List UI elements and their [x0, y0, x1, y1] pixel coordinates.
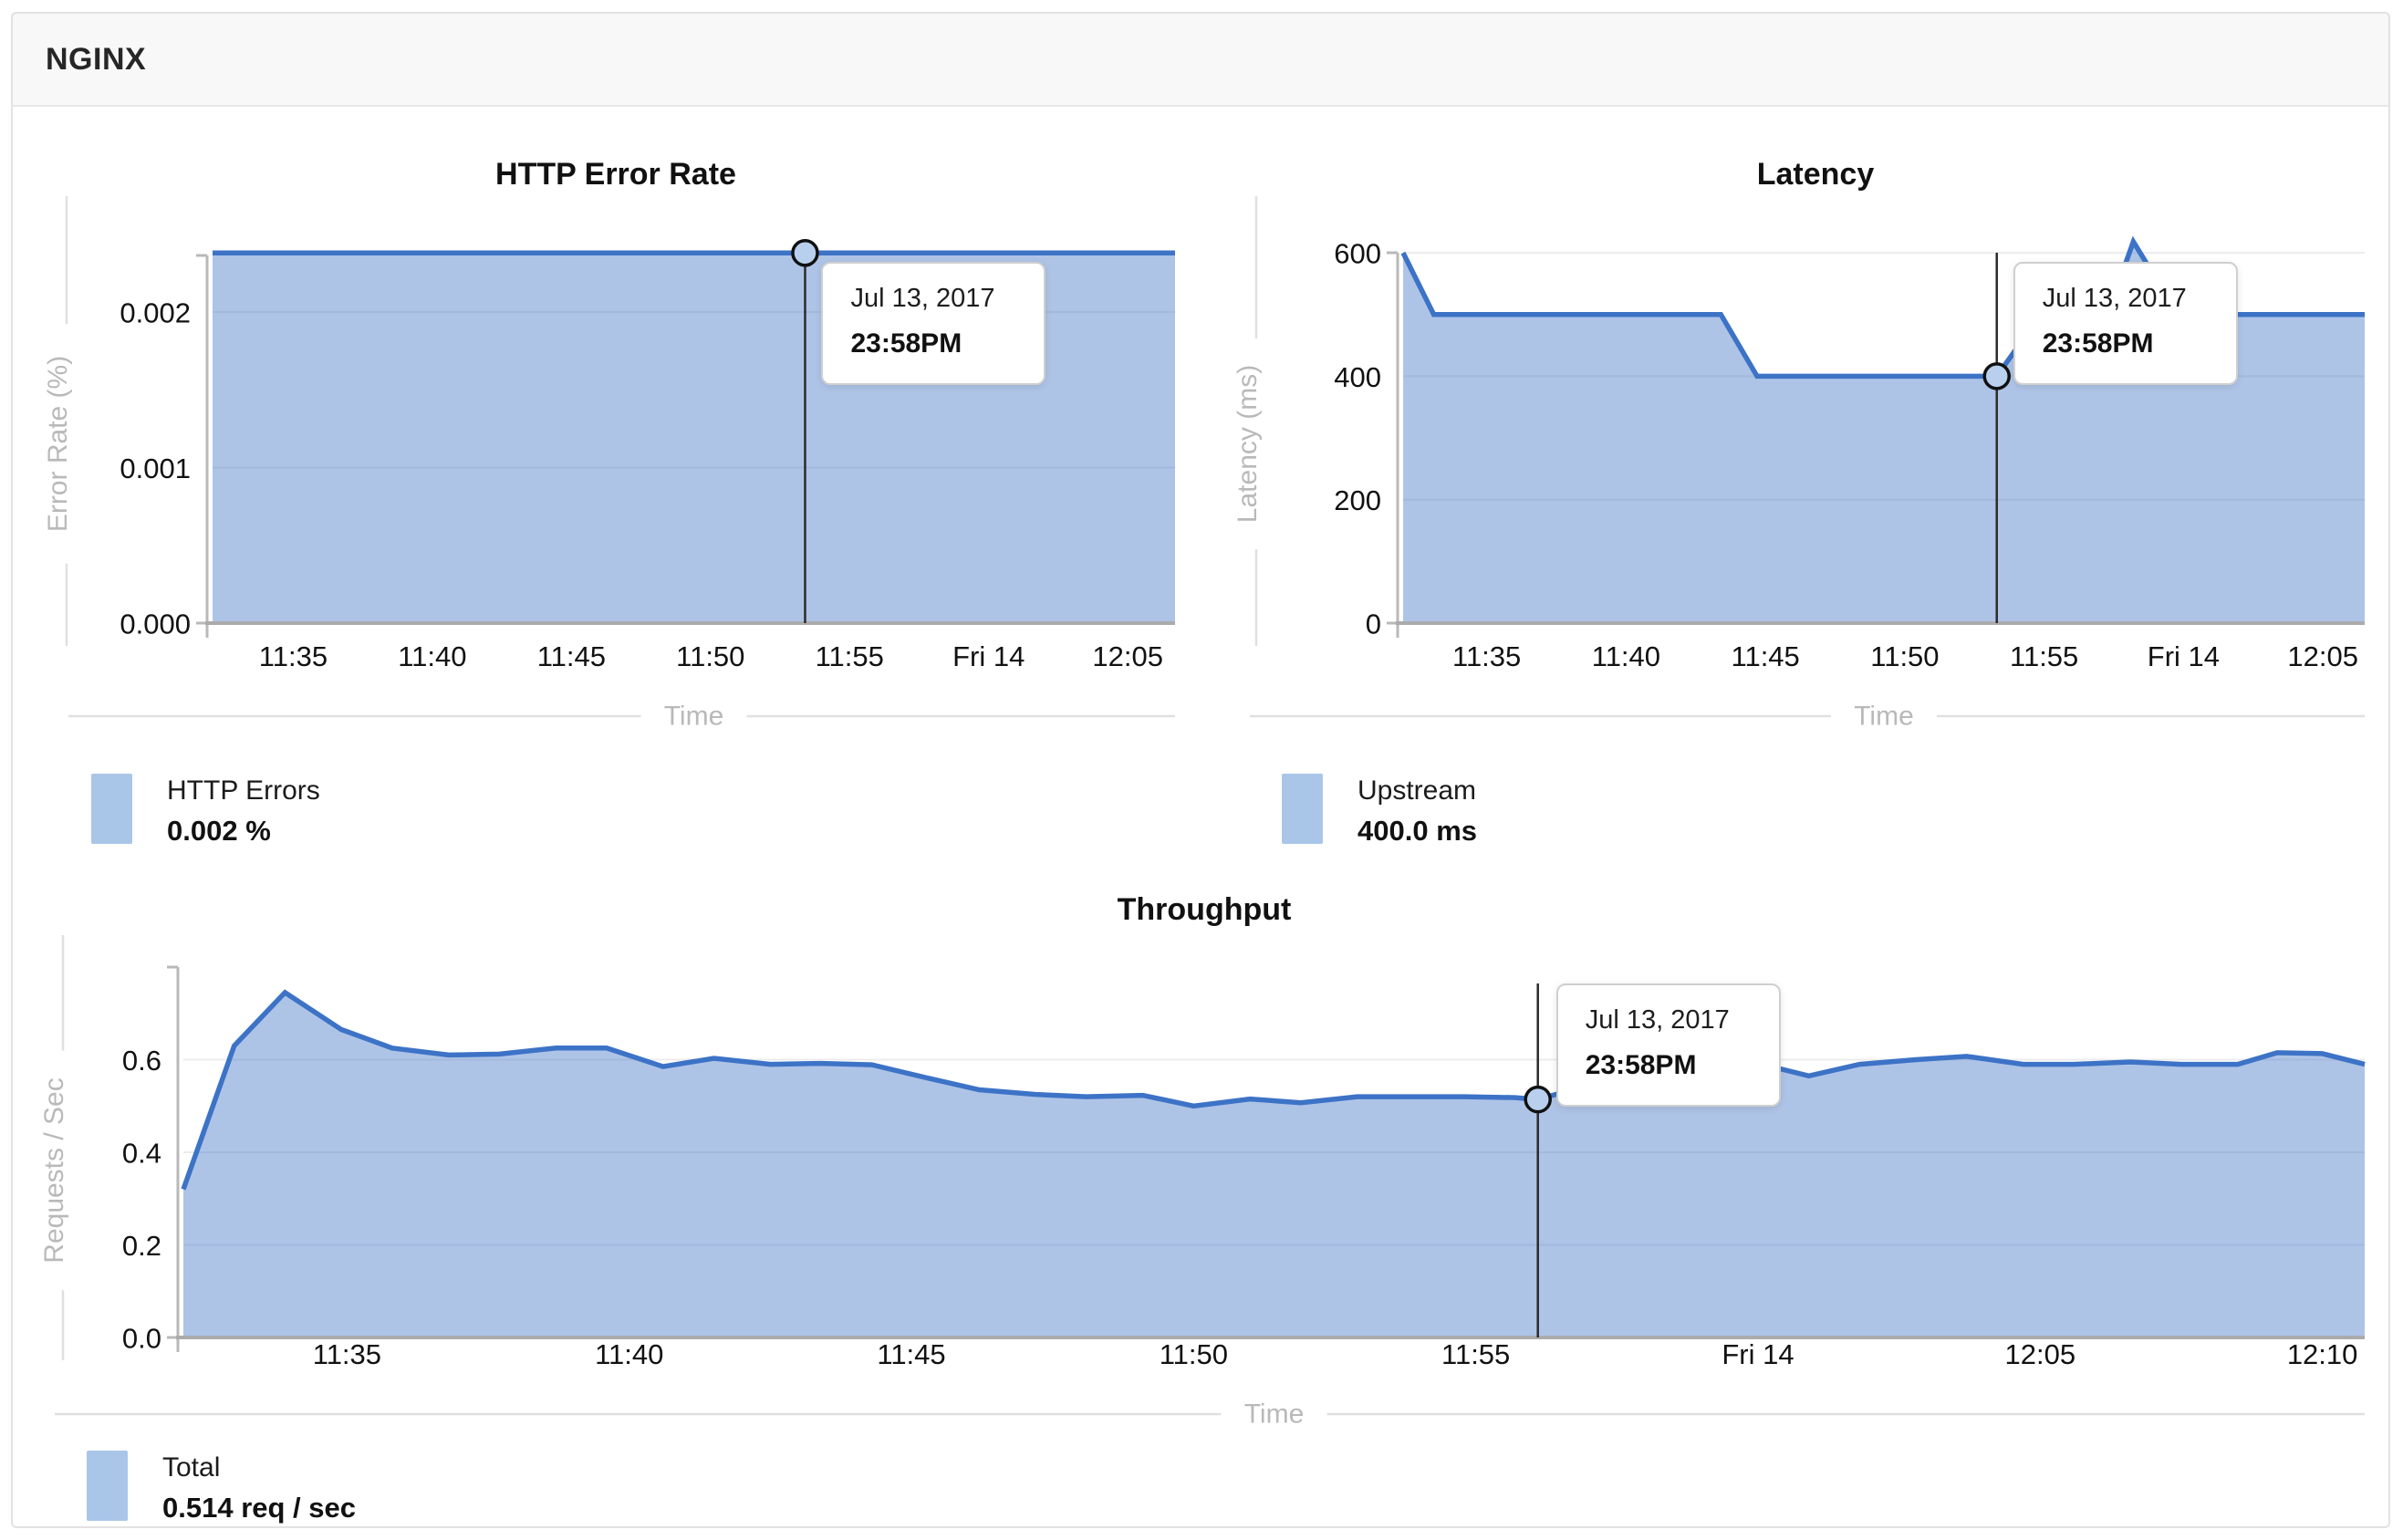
- x-tick-label: Fri 14: [1722, 1338, 1794, 1370]
- x-tick-label: 11:55: [2010, 640, 2078, 672]
- legend-value: 0.002 %: [167, 815, 271, 847]
- x-tick-label: 11:45: [537, 640, 606, 672]
- y-axis-label: Error Rate (%): [43, 356, 73, 532]
- y-tick-label: 0: [1366, 609, 1381, 640]
- x-tick-label: 12:05: [1092, 640, 1163, 672]
- chart-title: HTTP Error Rate: [495, 157, 736, 192]
- legend-label: HTTP Errors: [167, 775, 320, 806]
- x-tick-label: 11:40: [595, 1338, 663, 1370]
- chart-title: Throughput: [1118, 892, 1292, 927]
- hover-marker: [1524, 1085, 1552, 1114]
- y-tick-label: 0.001: [120, 453, 191, 484]
- x-tick-label: 11:50: [676, 640, 744, 672]
- card-header: NGINX: [11, 12, 2390, 107]
- y-tick-label: 0.4: [122, 1138, 161, 1170]
- x-tick-label: Fri 14: [2148, 640, 2220, 672]
- tooltip-latency: Jul 13, 2017 23:58PM: [2013, 262, 2238, 385]
- chart-latency[interactable]: 0 200 400 600 11:35 11:40 11:45 11:50 11:55 Fri 1…: [1227, 119, 2403, 757]
- legend-swatch: [91, 774, 132, 844]
- x-axis-label: Time: [1854, 702, 1914, 732]
- x-tick-label: 11:50: [1870, 640, 1939, 672]
- chart-title: Latency: [1757, 157, 1875, 192]
- y-axis-label: Latency (ms): [1233, 365, 1263, 523]
- legend-swatch: [1282, 774, 1323, 844]
- series-line: [181, 989, 2366, 1191]
- x-tick-label: 11:35: [313, 1338, 381, 1370]
- y-tick-label: 200: [1334, 484, 1381, 516]
- nginx-card: [11, 12, 2390, 1528]
- legend-value: 0.514 req / sec: [162, 1492, 356, 1524]
- tooltip-throughput: Jul 13, 2017 23:58PM: [1555, 983, 1781, 1107]
- x-tick-label: 11:55: [816, 640, 884, 672]
- y-tick-label: 0.6: [122, 1045, 161, 1077]
- tooltip-time: 23:58PM: [2042, 328, 2154, 359]
- x-tick-label: 12:10: [2287, 1338, 2358, 1370]
- y-tick-label: 0.002: [120, 297, 191, 329]
- x-tick-label: 11:55: [1441, 1338, 1510, 1370]
- tooltip-http-error-rate: Jul 13, 2017 23:58PM: [821, 262, 1046, 385]
- x-tick-label: 12:05: [2004, 1338, 2075, 1370]
- x-tick-label: 11:45: [877, 1338, 945, 1370]
- y-tick-label: 400: [1334, 361, 1381, 393]
- tooltip-date: Jul 13, 2017: [1585, 1005, 1730, 1035]
- series-area: [183, 992, 2365, 1337]
- legend-http-errors[interactable]: HTTP Errors 0.002 %: [91, 774, 320, 848]
- tooltip-time: 23:58PM: [1585, 1050, 1697, 1080]
- legend-upstream[interactable]: Upstream 400.0 ms: [1282, 774, 1477, 848]
- hover-marker: [791, 239, 819, 267]
- x-tick-label: Fri 14: [952, 640, 1025, 672]
- legend-swatch: [87, 1451, 128, 1521]
- y-tick-label: 0.2: [122, 1230, 161, 1262]
- x-tick-label: 11:40: [1592, 640, 1660, 672]
- x-tick-label: 12:05: [2287, 640, 2358, 672]
- y-axis-label: Requests / Sec: [39, 1077, 69, 1263]
- x-tick-label: 11:50: [1160, 1338, 1228, 1370]
- card-title: NGINX: [46, 41, 147, 77]
- y-tick-label: 0.0: [122, 1323, 161, 1355]
- chart-http-error-rate[interactable]: 0.000 0.001 0.002 11:35 11:40 11:45 11:50 11:55…: [18, 119, 1213, 757]
- y-tick-label: 0.000: [120, 609, 191, 640]
- chart-throughput[interactable]: 0.0 0.2 0.4 0.6 11:35 11:40 11:45 11:50 11:55 Fri…: [18, 867, 2390, 1505]
- x-tick-label: 11:35: [1452, 640, 1521, 672]
- legend-label: Upstream: [1358, 775, 1477, 806]
- legend-total[interactable]: Total 0.514 req / sec: [87, 1451, 356, 1524]
- x-axis-label: Time: [1244, 1400, 1305, 1430]
- y-tick-label: 600: [1334, 238, 1381, 270]
- legend-value: 400.0 ms: [1358, 815, 1477, 847]
- x-tick-label: 11:45: [1732, 640, 1800, 672]
- tooltip-time: 23:58PM: [850, 328, 962, 359]
- tooltip-date: Jul 13, 2017: [850, 284, 995, 313]
- legend-label: Total: [162, 1452, 221, 1483]
- hover-marker: [1982, 362, 2011, 390]
- x-tick-label: 11:35: [259, 640, 328, 672]
- tooltip-date: Jul 13, 2017: [2042, 284, 2187, 313]
- x-tick-label: 11:40: [398, 640, 466, 672]
- x-axis-label: Time: [664, 702, 724, 732]
